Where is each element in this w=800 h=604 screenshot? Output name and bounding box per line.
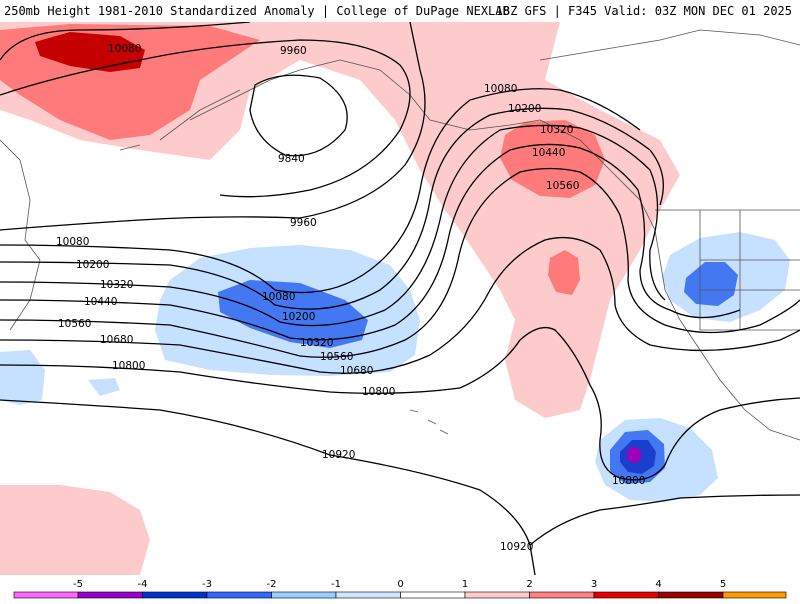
contour-label: 10800 — [112, 360, 145, 372]
contour-10080 — [0, 88, 641, 294]
positive-anomaly-area — [548, 250, 580, 295]
contour-label: 10080 — [484, 83, 517, 95]
contour-9960-north — [0, 39, 411, 198]
aleutian-chain — [119, 89, 241, 151]
legend-color-bin — [335, 591, 401, 599]
contour-label: 9960 — [280, 45, 307, 57]
contour-label: 10320 — [300, 337, 333, 349]
legend-color-bin — [77, 591, 143, 599]
map-title: 250mb Height 1981-2010 Standardized Anom… — [4, 4, 510, 18]
contour-label: 10080 — [262, 291, 295, 303]
legend-tick-label: 1 — [462, 579, 468, 590]
contour-label: 10800 — [612, 475, 645, 487]
map-panel: 10080 9960 9840 9960 10080 10200 10320 1… — [0, 22, 800, 575]
contour-10920 — [0, 399, 536, 575]
legend-color-bin — [722, 591, 787, 599]
legend-tick-label: 2 — [526, 579, 532, 590]
negative-anomaly-core — [627, 447, 641, 463]
contour-label: 10320 — [540, 124, 573, 136]
contour-label: 10920 — [500, 541, 533, 553]
alaska-coastline — [189, 59, 541, 131]
contour-10440 — [0, 143, 741, 341]
legend-tick-label: 0 — [397, 579, 403, 590]
contour-label: 10560 — [546, 180, 579, 192]
legend-tick-label: -3 — [202, 579, 212, 590]
legend-color-bin — [206, 591, 272, 599]
contour-9840-ring — [249, 74, 348, 157]
contour-10560 — [0, 167, 800, 358]
contour-label: 10440 — [84, 296, 117, 308]
contour-10920-east — [529, 494, 800, 546]
contour-10320 — [0, 124, 666, 327]
legend-color-bin — [142, 591, 208, 599]
legend-color-bin — [593, 591, 659, 599]
contour-label: 9960 — [290, 217, 317, 229]
arctic-coast — [539, 29, 800, 61]
negative-anomaly-area — [0, 350, 45, 405]
legend-tick-label: 5 — [720, 579, 726, 590]
contour-label: 10800 — [362, 386, 395, 398]
contour-10800 — [0, 326, 800, 481]
map-canvas: 10080 9960 9840 9960 10080 10200 10320 1… — [0, 22, 800, 575]
canada-us-border — [655, 209, 800, 331]
negative-anomaly-area — [218, 280, 368, 348]
asia-coastline — [0, 139, 41, 331]
geographic-outlines — [0, 29, 800, 441]
contour-labels: 10080 9960 9840 9960 10080 10200 10320 1… — [56, 43, 645, 553]
legend-color-bin — [464, 591, 530, 599]
anomaly-shading — [0, 22, 790, 575]
legend-color-bin — [658, 591, 724, 599]
contour-label: 10560 — [320, 351, 353, 363]
legend-tick-label: 4 — [655, 579, 661, 590]
contour-label: 10680 — [100, 334, 133, 346]
legend-tick-label: -5 — [73, 579, 83, 590]
legend-tick-label: -1 — [331, 579, 341, 590]
contour-9960-south — [0, 22, 426, 231]
contour-10200 — [0, 107, 664, 310]
contour-label: 10440 — [532, 147, 565, 159]
contour-label: 10080 — [108, 43, 141, 55]
contour-10680 — [0, 236, 800, 374]
contour-label: 10320 — [100, 279, 133, 291]
contour-label: 10200 — [76, 259, 109, 271]
legend-color-bin — [13, 591, 79, 599]
contour-label: 10080 — [56, 236, 89, 248]
legend-colorbar: -5 -4 -3 -2 -1 0 1 2 3 4 5 — [13, 579, 787, 599]
northwest-coastline — [539, 119, 800, 441]
contour-label: 9840 — [278, 153, 305, 165]
map-header: 250mb Height 1981-2010 Standardized Anom… — [0, 0, 800, 22]
legend-color-bin — [271, 591, 337, 599]
contour-label: 10920 — [322, 449, 355, 461]
contour-label: 10200 — [508, 103, 541, 115]
legend-color-bin — [529, 591, 595, 599]
run-info: 18Z GFS | F345 Valid: 03Z MON DEC 01 202… — [495, 4, 792, 18]
legend-tick-label: -4 — [138, 579, 148, 590]
legend-tick-label: 3 — [591, 579, 597, 590]
contour-label: 10560 — [58, 318, 91, 330]
legend-tick-label: -2 — [267, 579, 277, 590]
contour-label: 10680 — [340, 365, 373, 377]
positive-anomaly-area — [35, 32, 145, 72]
legend-color-bin — [400, 591, 466, 599]
negative-anomaly-area — [684, 262, 738, 306]
contour-label: 10200 — [282, 311, 315, 323]
contour-10080-nw — [0, 22, 251, 61]
height-contours — [0, 22, 800, 575]
positive-anomaly-area — [0, 485, 150, 575]
negative-anomaly-area — [88, 378, 120, 396]
anomaly-legend: -5 -4 -3 -2 -1 0 1 2 3 4 5 — [0, 575, 800, 600]
hawaii-islands — [409, 409, 449, 435]
